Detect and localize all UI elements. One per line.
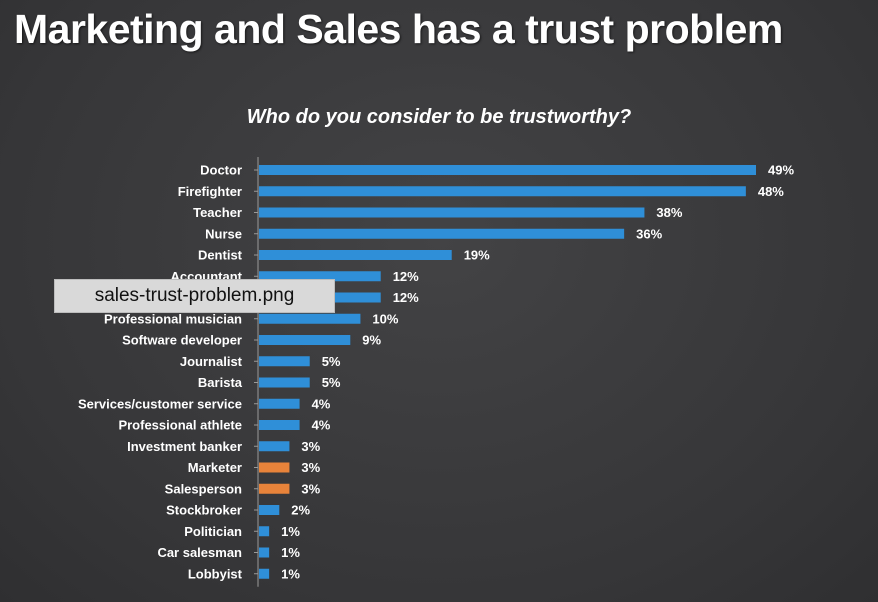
bar [259,398,300,409]
bar [259,356,310,367]
category-label: Marketer [188,460,242,475]
highlighted-bar [259,483,290,494]
category-label: Barista [198,375,243,390]
value-label: 4% [312,418,331,433]
value-label: 12% [393,290,419,305]
category-label: Professional athlete [118,418,242,433]
bar [259,165,756,175]
chart-subtitle: Who do you consider to be trustworthy? [246,106,632,128]
bar [259,335,351,345]
bar [259,568,270,579]
category-label: Salesperson [165,481,242,496]
page-title: Marketing and Sales has a trust problem [14,6,783,52]
bar [259,250,452,260]
value-label: 36% [636,226,662,241]
bar [259,186,746,197]
bar [259,377,310,388]
value-label: 1% [281,566,300,581]
category-label: Firefighter [178,184,242,199]
value-label: 5% [322,354,341,369]
bar [259,505,280,515]
filename-tooltip: sales-trust-problem.png [54,279,335,313]
category-label: Investment banker [127,439,242,454]
value-label: 12% [393,269,419,284]
value-label: 38% [656,205,682,220]
value-label: 49% [768,163,794,178]
category-label: Services/customer service [78,396,242,411]
value-label: 19% [464,248,490,263]
value-label: 48% [758,184,784,199]
bar [259,526,270,537]
category-label: Lobbyist [188,566,243,581]
bar [259,207,645,218]
bar [259,547,270,558]
value-label: 1% [281,545,300,560]
category-label: Nurse [205,226,242,241]
value-label: 10% [372,311,398,326]
category-label: Journalist [180,354,243,369]
bar [259,441,290,452]
value-label: 1% [281,524,300,539]
category-label: Politician [184,524,242,539]
bar [259,313,361,324]
highlighted-bar [259,462,290,473]
value-label: 3% [301,439,320,454]
category-label: Car salesman [157,545,242,560]
category-label: Dentist [198,248,243,263]
value-label: 3% [301,460,320,475]
category-label: Teacher [193,205,242,220]
value-label: 9% [362,333,381,348]
value-label: 4% [312,396,331,411]
category-label: Professional musician [104,311,242,326]
category-label: Doctor [200,163,242,178]
category-label: Stockbroker [166,503,242,518]
value-label: 3% [301,481,320,496]
category-label: Software developer [122,333,242,348]
value-label: 2% [291,503,310,518]
bar [259,271,381,282]
bar [259,228,625,239]
value-label: 5% [322,375,341,390]
bar [259,420,300,430]
